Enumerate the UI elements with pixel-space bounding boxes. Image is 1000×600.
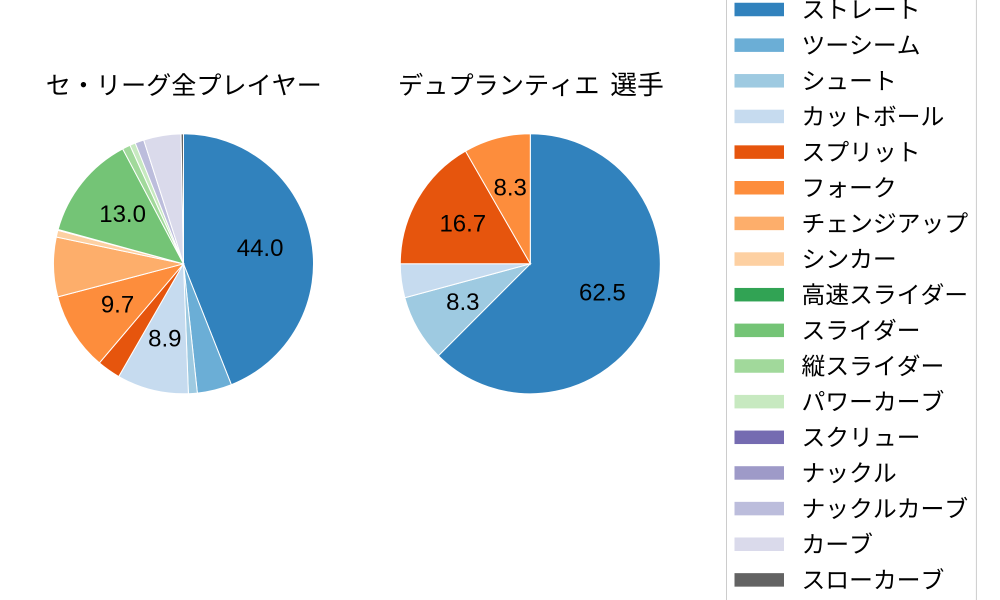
svg-text:13.0: 13.0 xyxy=(99,201,146,228)
svg-text:44.0: 44.0 xyxy=(237,235,284,262)
svg-text:9.7: 9.7 xyxy=(101,291,134,318)
svg-text:8.3: 8.3 xyxy=(446,289,479,316)
svg-text:16.7: 16.7 xyxy=(439,211,486,238)
svg-text:62.5: 62.5 xyxy=(579,280,626,307)
svg-text:8.9: 8.9 xyxy=(148,325,181,352)
svg-text:8.3: 8.3 xyxy=(494,174,527,201)
